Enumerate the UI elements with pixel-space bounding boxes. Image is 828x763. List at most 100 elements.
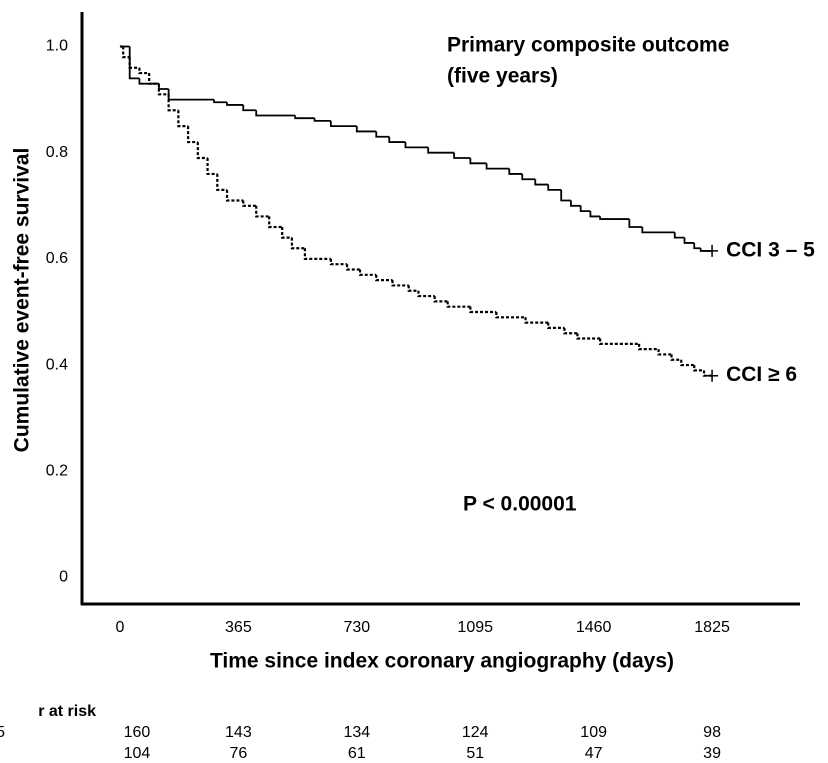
survival-step [628,219,643,228]
survival-step [404,142,429,149]
survival-step [167,94,179,112]
survival-step [206,158,218,176]
survival-step [524,317,549,324]
survival-step [290,237,305,250]
survival-step [196,142,208,160]
x-tick-label: 365 [225,619,252,636]
x-tick-label: 1825 [694,619,730,636]
survival-step [157,83,169,96]
survival-step [391,280,409,287]
y-axis-label: Cumulative event-free survival [11,148,34,453]
survival-step [453,152,471,159]
survival-step [570,200,581,207]
survival-step [693,242,701,250]
censor-mark [706,369,719,382]
survival-step [128,57,140,69]
survival-step [495,311,526,319]
survival-step [599,216,630,220]
risk-count: 143 [225,724,252,741]
survival-step [589,211,601,218]
annotation-title: Primary composite outcome [447,34,729,57]
survival-step [358,269,377,276]
risk-count: 51 [466,745,484,762]
risk-count: 104 [124,745,151,762]
survival-step [355,126,377,133]
y-tick-label: 0.8 [46,144,68,161]
survival-step [560,189,571,202]
survival-step [579,205,591,213]
risk-count: 39 [703,745,721,762]
survival-step [213,99,228,104]
y-tick-label: 1.0 [46,38,68,55]
survival-step [375,274,393,282]
survival-step [427,147,455,154]
survival-step [446,301,471,308]
survival-step [469,306,497,314]
y-tick-label: 0.6 [46,250,68,267]
survival-step [242,104,257,112]
survival-step [657,349,672,356]
x-axis-label: Time since index coronary angiography (d… [210,650,674,673]
censor-mark [706,244,719,257]
survival-step [563,327,578,335]
survival-step [255,110,296,117]
risk-count: 61 [348,745,366,762]
survival-step [599,338,640,345]
survival-step [433,296,448,303]
survival-step [547,322,565,330]
risk-row-label: 5 [0,724,5,741]
survival-step [186,126,198,144]
survival-step [303,248,331,260]
survival-step [637,343,659,351]
survival-step [641,227,675,234]
survival-step [693,365,704,372]
survival-step [281,227,292,239]
survival-step [242,200,257,207]
survival-step [388,136,406,143]
risk-count: 47 [585,745,603,762]
survival-step [683,237,695,244]
survival-step [167,88,215,101]
survival-step [268,216,283,229]
y-tick-label: 0.2 [46,462,68,479]
survival-step [670,354,682,361]
survival-step [417,290,435,298]
survival-step [407,285,419,292]
survival-step [521,173,536,181]
survival-step [702,370,713,377]
survival-step [345,264,361,271]
survival-step [128,46,140,80]
survival-step [216,173,228,191]
x-tick-label: 1095 [457,619,493,636]
survival-step [576,333,601,340]
survival-step [225,189,244,202]
risk-count: 160 [124,724,151,741]
survival-step [534,179,549,186]
y-tick-label: 0 [59,569,68,586]
x-tick-label: 1460 [576,619,612,636]
risk-count: 134 [343,724,370,741]
survival-step [122,46,130,59]
p-value: P < 0.00001 [463,493,577,516]
survival-step [673,232,685,239]
survival-step [329,120,357,128]
risk-count: 109 [580,724,607,741]
x-tick-label: 730 [343,619,370,636]
risk-count: 76 [229,745,247,762]
y-tick-label: 0.4 [46,356,68,373]
risk-title: r at risk [38,703,96,720]
survival-step [485,163,510,170]
risk-count: 98 [703,724,721,741]
survival-step [313,118,331,122]
survival-step [226,102,244,106]
annotation-title: (five years) [447,65,558,88]
risk-count: 124 [462,724,489,741]
survival-step [177,110,189,128]
survival-step [294,115,315,120]
survival-step [157,83,169,90]
series-label: CCI 3 – 5 [726,238,815,261]
survival-step [469,158,487,165]
survival-step [138,67,150,75]
